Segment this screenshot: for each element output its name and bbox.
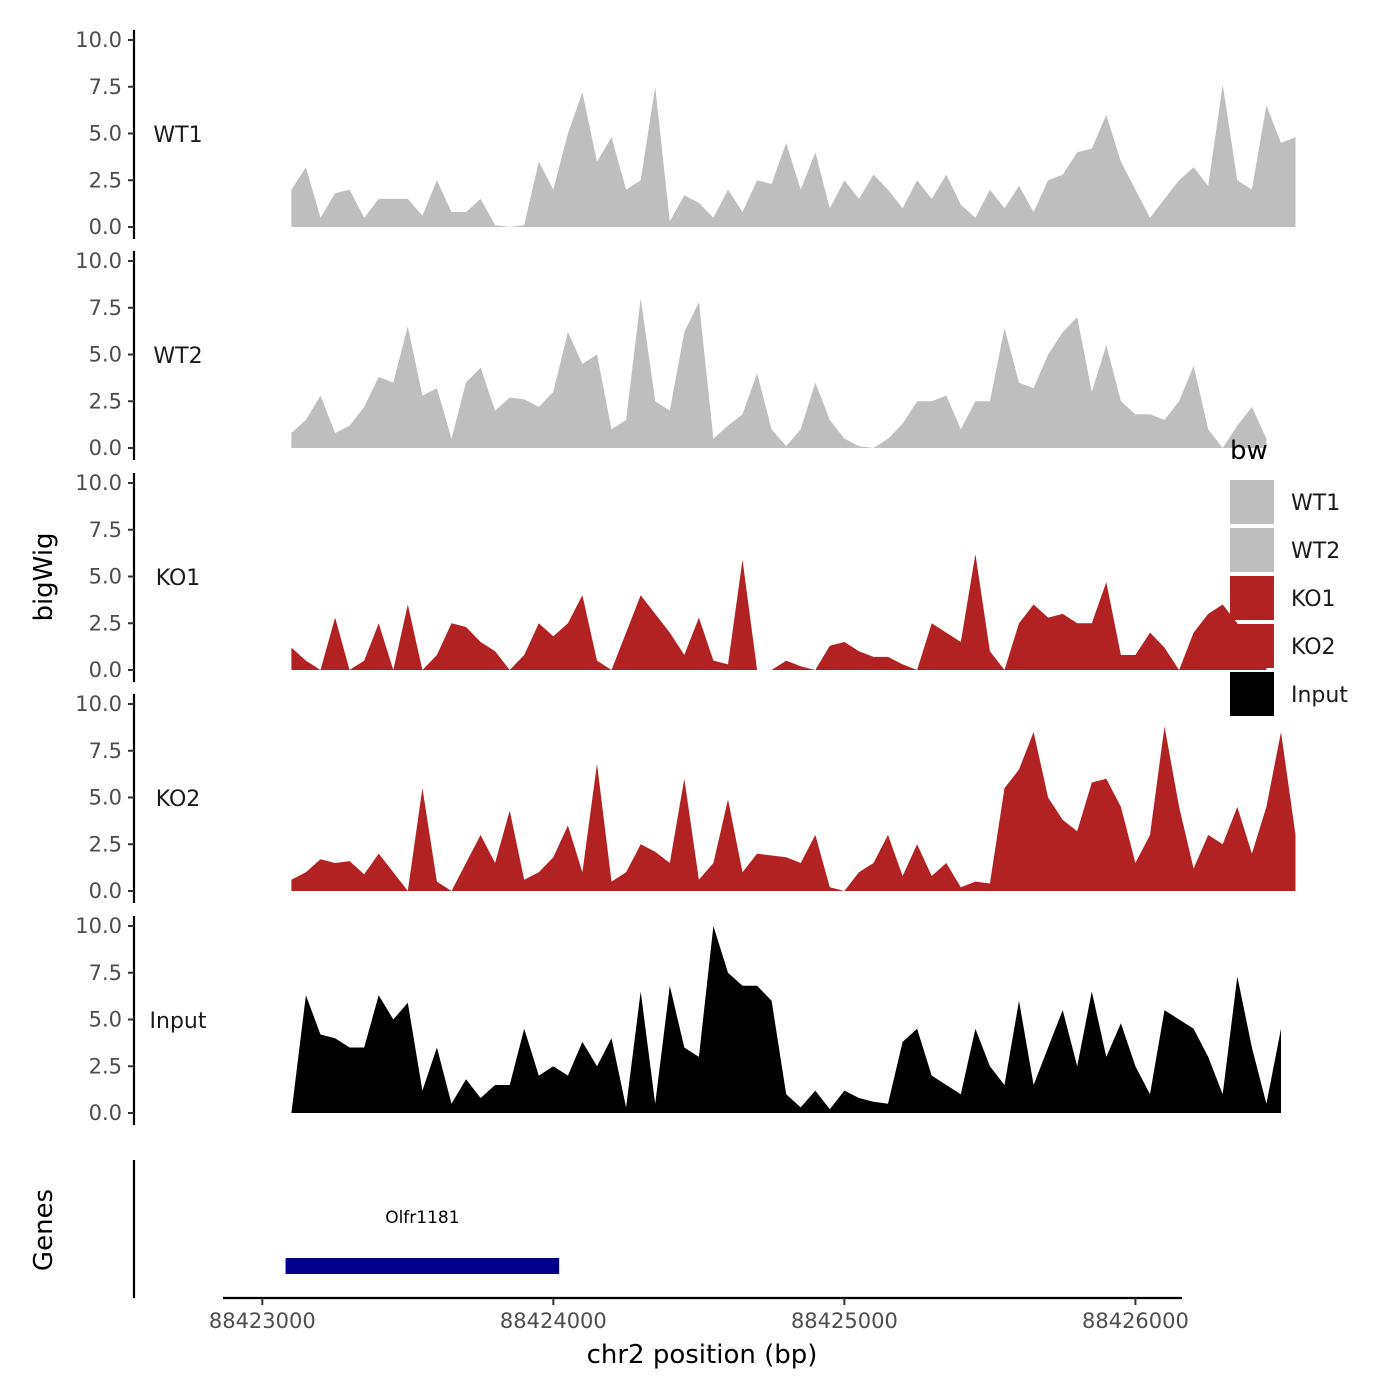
gene-track: Genes Olfr1181 [29,1160,560,1298]
y-tick-label: 2.5 [89,389,122,413]
y-tick-label: 5.0 [89,343,122,367]
y-tick-label: 5.0 [89,122,122,146]
legend-label: WT1 [1291,491,1340,516]
y-tick-label: 10.0 [75,914,122,938]
gene-label: Olfr1181 [385,1208,459,1228]
y-tick-label: 7.5 [89,296,122,320]
y-tick-label: 7.5 [89,518,122,542]
y-tick-label: 10.0 [75,28,122,52]
x-tick-label: 88423000 [209,1309,316,1333]
legend-swatch [1230,528,1274,572]
y-tick-label: 2.5 [89,1054,122,1078]
gene-track-title: Genes [29,1189,59,1271]
y-tick-label: 10.0 [75,692,122,716]
area-ko1 [291,554,1267,670]
y-tick-label: 0.0 [89,879,122,903]
area-wt2 [291,298,1267,448]
y-tick-label: 2.5 [89,611,122,635]
y-tick-label: 7.5 [89,739,122,763]
track-label: KO1 [156,566,201,591]
y-tick-label: 2.5 [89,168,122,192]
track-ko2: 10.0 7.5 5.0 2.5 0.0 KO2 [75,692,1296,903]
gene-features: Olfr1181 [285,1208,560,1274]
x-tick-label: 88426000 [1082,1309,1189,1333]
track-ko1: 10.0 7.5 5.0 2.5 0.0 KO1 [75,471,1267,682]
track-wt1: 10.0 7.5 5.0 2.5 0.0 WT1 [75,28,1296,239]
legend: bw WT1 WT2 KO1 KO2 Input [1230,436,1348,716]
legend-label: KO1 [1291,587,1336,612]
legend-title: bw [1230,436,1268,466]
y-tick-label: 10.0 [75,249,122,273]
x-tick-label: 88425000 [791,1309,898,1333]
y-tick-label: 10.0 [75,471,122,495]
y-tick-label: 5.0 [89,786,122,810]
legend-label: WT2 [1291,539,1340,564]
x-tick-label: 88424000 [500,1309,607,1333]
track-input: 10.0 7.5 5.0 2.5 0.0 Input [75,914,1281,1125]
y-tick-label: 5.0 [89,1008,122,1032]
track-label: WT1 [153,123,202,148]
legend-label: Input [1291,683,1348,708]
y-tick-label: 0.0 [89,215,122,239]
legend-swatch [1230,624,1274,668]
y-tick-label: 2.5 [89,832,122,856]
legend-swatch [1230,576,1274,620]
y-tick-label: 0.0 [89,436,122,460]
track-label: KO2 [156,787,201,812]
area-wt1 [291,84,1296,228]
y-tick-label: 7.5 [89,961,122,985]
y-axis-title: bigWig [29,532,59,621]
track-label: Input [150,1009,207,1034]
track-panels: 10.07.55.02.50.0WT110.07.55.02.50.0WT210… [75,28,1296,1125]
track-wt2: 10.0 7.5 5.0 2.5 0.0 WT2 [75,249,1267,460]
area-input [291,926,1281,1113]
area-ko2 [291,726,1296,891]
gene-bar [285,1258,560,1274]
legend-swatch [1230,480,1274,524]
x-axis-title: chr2 position (bp) [587,1340,818,1370]
legend-label: KO2 [1291,635,1336,660]
track-label: WT2 [153,344,202,369]
y-tick-label: 0.0 [89,658,122,682]
y-tick-label: 7.5 [89,75,122,99]
y-tick-label: 0.0 [89,1101,122,1125]
legend-swatch [1230,672,1274,716]
x-axis: 88423000 88424000 88425000 88426000 [209,1296,1189,1333]
y-tick-label: 5.0 [89,565,122,589]
